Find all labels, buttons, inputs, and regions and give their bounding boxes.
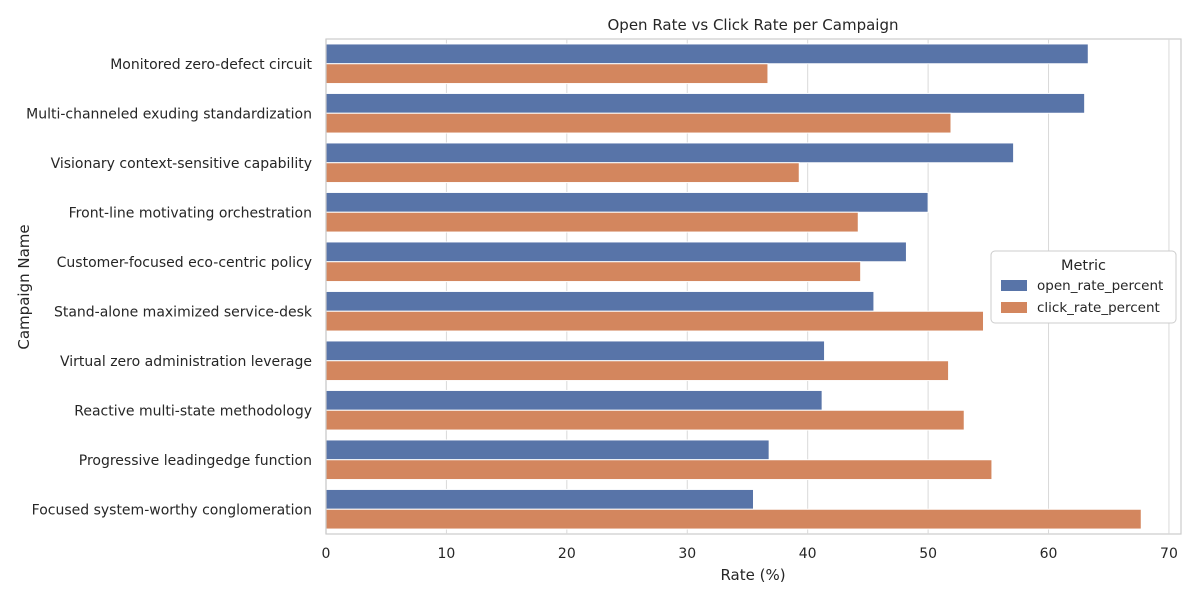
y-tick-label: Reactive multi-state methodology xyxy=(74,403,312,419)
bar-open_rate_percent xyxy=(325,191,929,213)
legend: Metric open_rate_percent click_rate_percen… xyxy=(990,250,1177,324)
bar-click_rate_percent xyxy=(325,409,965,431)
legend-swatch-click_rate_percent xyxy=(1001,302,1027,313)
bar-open_rate_percent xyxy=(325,389,823,411)
bar-open_rate_percent xyxy=(325,43,1089,65)
bar-open_rate_percent xyxy=(325,488,754,510)
x-axis-title: Rate (%) xyxy=(720,566,785,584)
bar-click_rate_percent xyxy=(325,63,769,85)
bar-open_rate_percent xyxy=(325,241,907,263)
bar-open_rate_percent xyxy=(325,290,875,312)
y-tick-label: Visionary context-sensitive capability xyxy=(51,156,312,172)
x-tick-label: 60 xyxy=(1040,546,1058,562)
bar-click_rate_percent xyxy=(325,261,862,283)
bar-click_rate_percent xyxy=(325,112,952,134)
bar-click_rate_percent xyxy=(325,310,985,332)
legend-frame xyxy=(990,250,1177,324)
bar-click_rate_percent xyxy=(325,360,950,382)
legend-swatch-open_rate_percent xyxy=(1001,280,1027,291)
y-tick-label: Stand-alone maximized service-desk xyxy=(54,304,313,320)
bar-click_rate_percent xyxy=(325,162,800,184)
x-tick-label: 10 xyxy=(438,546,456,562)
y-tick-label: Virtual zero administration leverage xyxy=(60,354,312,370)
bar-open_rate_percent xyxy=(325,142,1015,164)
chart-title: Open Rate vs Click Rate per Campaign xyxy=(608,16,899,34)
x-tick-label: 0 xyxy=(322,546,331,562)
y-tick-label: Multi-channeled exuding standardization xyxy=(26,106,312,122)
bar-open_rate_percent xyxy=(325,92,1086,114)
y-tick-label: Customer-focused eco-centric policy xyxy=(57,255,312,271)
y-axis-title: Campaign Name xyxy=(15,224,33,349)
x-tick-label: 50 xyxy=(919,546,937,562)
x-tick-label: 30 xyxy=(678,546,696,562)
bar-click_rate_percent xyxy=(325,211,859,233)
y-tick-label: Front-line motivating orchestration xyxy=(69,205,312,221)
legend-label: click_rate_percent xyxy=(1037,300,1160,316)
legend-title: Metric xyxy=(1061,258,1106,274)
bar-open_rate_percent xyxy=(325,340,826,362)
legend-label: open_rate_percent xyxy=(1037,278,1163,294)
y-tick-label: Focused system-worthy conglomeration xyxy=(32,502,312,518)
x-tick-label: 40 xyxy=(799,546,817,562)
bar-click_rate_percent xyxy=(325,459,993,481)
x-tick-label: 20 xyxy=(558,546,576,562)
bar-open_rate_percent xyxy=(325,439,770,461)
x-tick-label: 70 xyxy=(1160,546,1178,562)
bar-click_rate_percent xyxy=(325,508,1142,530)
y-tick-label: Monitored zero-defect circuit xyxy=(110,57,312,73)
y-tick-label: Progressive leadingedge function xyxy=(79,453,312,469)
